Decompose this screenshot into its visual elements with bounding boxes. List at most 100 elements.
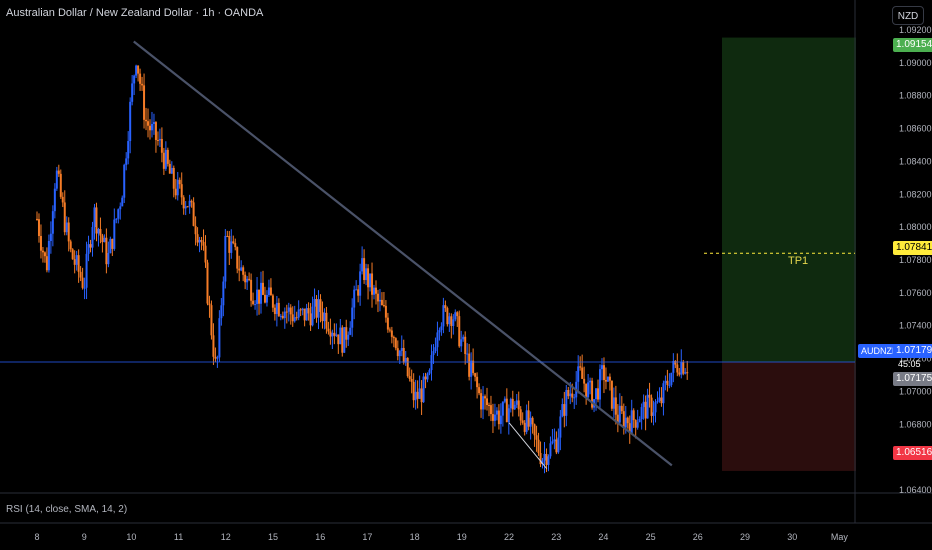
candle-body [87,244,90,254]
candle-body [329,331,332,337]
candle-body [73,259,76,265]
candle-body [277,302,280,316]
candle-body [371,273,374,295]
candle-body [515,400,518,405]
price-tag-entry: 1.07175 [893,372,932,386]
candle-body [361,258,364,272]
candle-body [630,410,633,434]
y-tick-label: 1.08600 [899,124,932,134]
tp1-label: TP1 [788,255,809,267]
candle-body [365,268,368,281]
x-tick-label: 17 [362,532,372,542]
candle-body [137,65,140,74]
candle-body [608,376,611,381]
candle-body [45,256,48,271]
candle-body [172,167,175,189]
candle-body [406,357,409,377]
candle-body [628,423,631,434]
candle-body [599,369,602,400]
candle-body [517,400,520,410]
candle-body [265,295,268,303]
x-tick-label: 30 [787,532,797,542]
candle-body [543,453,546,461]
candle-body [51,211,54,234]
candle-body [589,380,592,383]
candle-body [168,163,171,174]
y-tick-label: 1.08200 [899,189,932,199]
candle-body [470,360,473,377]
candle-body [192,202,195,226]
candle-body [650,397,653,416]
rsi-indicator-label[interactable]: RSI (14, close, SMA, 14, 2) [6,504,128,515]
candle-body [612,397,615,409]
candle-body [662,383,665,404]
candle-body [450,316,453,326]
candle-body [436,332,439,348]
candle-body [230,241,233,253]
currency-button[interactable]: NZD [892,6,924,25]
candle-body [426,373,429,380]
profit-zone [722,37,856,363]
candle-body [194,225,197,235]
candle-body [660,397,663,404]
candle-body [620,405,623,412]
candle-body [198,239,201,243]
x-tick-label: 22 [504,532,514,542]
candle-body [482,396,485,410]
candle-body [559,416,562,438]
candle-body [587,382,590,398]
candle-body [579,366,582,368]
candle-body [474,373,477,377]
candle-body [174,188,177,196]
candle-body [36,218,38,220]
candle-body [487,405,490,407]
price-tag-current: 1.07179 [893,344,932,358]
candle-body [343,327,346,353]
candle-body [111,238,114,249]
candle-body [200,239,203,242]
candle-body [600,365,603,370]
x-tick-label: 12 [221,532,231,542]
candle-body [273,307,276,315]
candle-body [384,305,387,318]
candle-body [466,353,469,355]
candle-body [77,255,80,272]
candle-body [604,380,607,382]
candle-body [676,364,679,373]
candle-body [39,236,42,251]
candle-body [333,332,336,336]
candle-body [557,437,560,453]
candle-body [244,274,247,283]
candle-body [240,267,243,271]
candle-body [150,123,153,131]
candle-body [476,376,479,388]
candle-body [210,305,213,336]
candle-body [109,238,112,254]
y-tick-label: 1.08400 [899,156,932,166]
candle-body [606,376,609,382]
candle-body [69,241,72,250]
candle-body [125,158,128,165]
candle-body [83,287,86,289]
candle-body [160,138,163,153]
candle-body [287,307,290,312]
candle-body [184,206,187,209]
candle-body [390,330,393,337]
candle-body [154,122,157,140]
candle-body [166,149,169,164]
candle-body [654,402,657,413]
candle-body [668,384,671,386]
x-tick-label: 25 [646,532,656,542]
symbol-title: Australian Dollar / New Zealand Dollar ·… [6,7,264,19]
candle-body [486,398,489,406]
candle-body [359,271,362,296]
price-tag-tp: 1.07841 [893,241,932,255]
candle-body [581,367,584,379]
candle-body [222,281,225,306]
candle-body [156,139,159,141]
candle-body [37,219,40,237]
candle-body [182,197,185,209]
candle-body [539,452,542,465]
